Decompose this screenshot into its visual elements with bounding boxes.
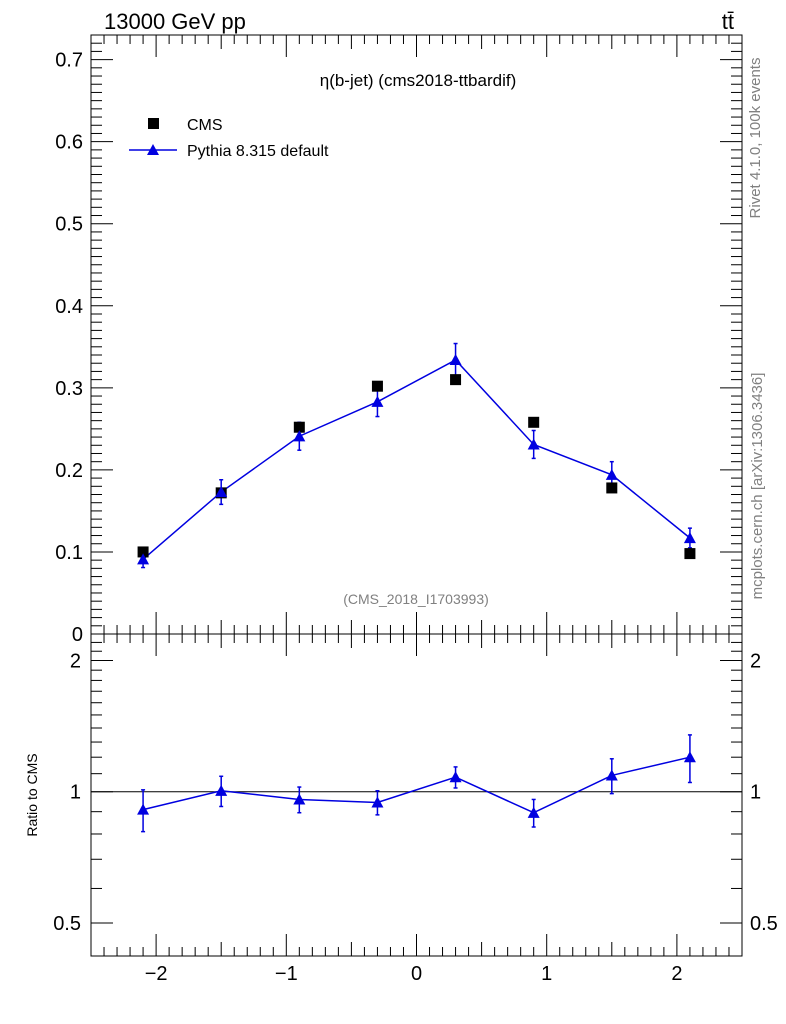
- x-tick-label: 2: [671, 963, 682, 985]
- cms-point: [528, 416, 540, 428]
- process-label: tt̄: [722, 9, 734, 34]
- main-y-tick-label: 0.7: [55, 50, 83, 72]
- pythia-point: [293, 430, 306, 442]
- ratio-y-tick-label-right: 2: [750, 650, 761, 672]
- legend-cms-marker: [148, 118, 159, 129]
- pythia-line: [142, 359, 691, 560]
- main-y-tick-label: 0.6: [55, 132, 83, 154]
- ratio-plot-marks: [137, 734, 696, 833]
- pythia-point: [527, 438, 540, 450]
- axis-tick-labels: 0 0.1 0.2 0.3 0.4 0.5 0.6 0.7 −2 −1 0 1 2 0.5 0.5 1 1 2 2: [53, 50, 778, 985]
- ratio-y-tick-label-left: 2: [70, 650, 81, 672]
- main-y-tick-label: 0.4: [55, 296, 83, 318]
- pythia-point: [683, 531, 696, 544]
- x-tick-label: −2: [145, 963, 168, 985]
- pythia-point: [215, 486, 228, 498]
- cms-point: [684, 548, 696, 560]
- mcplots-label: mcplots.cern.ch [arXiv:1306.3436]: [749, 373, 766, 600]
- plot-title: η(b-jet) (cms2018-ttbardif): [320, 71, 517, 90]
- energy-label: 13000 GeV pp: [104, 9, 246, 34]
- pythia-point: [371, 395, 384, 407]
- analysis-watermark: (CMS_2018_I1703993): [343, 591, 489, 607]
- ratio-point: [215, 784, 228, 796]
- x-tick-label: 1: [541, 963, 552, 985]
- ratio-point: [371, 796, 384, 808]
- cms-point: [293, 421, 305, 433]
- ratio-point: [683, 751, 696, 763]
- legend-pythia-label: Pythia 8.315 default: [187, 143, 329, 160]
- main-y-tick-label: 0: [72, 624, 83, 646]
- x-tick-label: 0: [411, 963, 422, 985]
- axis-ticks: [90, 35, 743, 956]
- cms-point: [606, 482, 618, 494]
- ratio-y-tick-label-right: 0.5: [750, 913, 778, 935]
- ratio-point: [527, 806, 540, 818]
- cms-point: [137, 546, 149, 558]
- cms-point: [450, 374, 462, 386]
- main-y-tick-label: 0.3: [55, 378, 83, 400]
- main-y-tick-label: 0.2: [55, 460, 83, 482]
- ratio-y-axis-label: Ratio to CMS: [24, 753, 40, 836]
- ratio-point: [605, 769, 618, 781]
- main-plot-marks: [137, 342, 696, 569]
- pythia-point: [605, 468, 618, 480]
- legend-pythia-marker: [147, 144, 159, 155]
- main-y-tick-label: 0.5: [55, 214, 83, 236]
- ratio-point: [293, 793, 306, 805]
- pythia-point: [449, 353, 462, 366]
- legend: CMS Pythia 8.315 default: [129, 117, 329, 160]
- rivet-version-label: Rivet 4.1.0, 100k events: [747, 58, 764, 219]
- ratio-panel-frame: [90, 633, 743, 957]
- ratio-point: [449, 771, 462, 783]
- main-y-tick-label: 0.1: [55, 542, 83, 564]
- ratio-point: [137, 803, 150, 815]
- ratio-y-tick-label-right: 1: [750, 782, 761, 804]
- pythia-point: [137, 553, 150, 565]
- ratio-line: [142, 756, 691, 814]
- x-tick-label: −1: [275, 963, 298, 985]
- ratio-y-tick-label-left: 0.5: [53, 913, 81, 935]
- ratio-y-tick-label-left: 1: [70, 782, 81, 804]
- legend-cms-label: CMS: [187, 117, 223, 134]
- cms-point: [371, 380, 383, 392]
